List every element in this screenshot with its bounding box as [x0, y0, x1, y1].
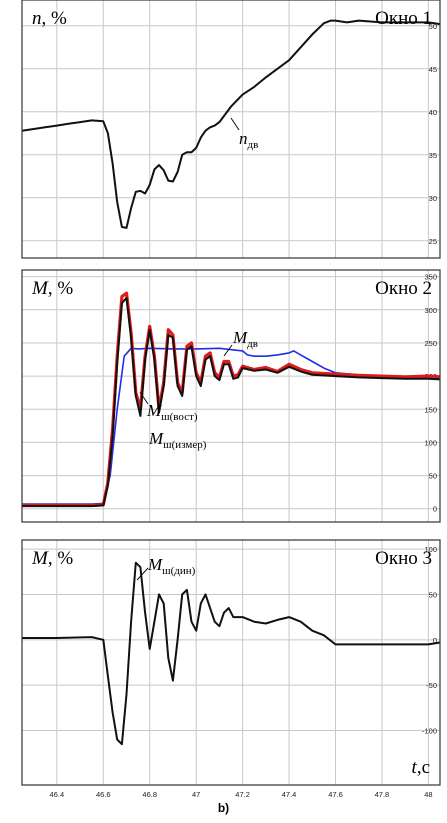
y-label-window-1: n, % [32, 8, 67, 29]
y-label-symbol: n [32, 8, 42, 29]
annotation-leader-m-sh-vost [139, 391, 149, 405]
y-label-window-2: M, % [31, 278, 73, 299]
series-line-1 [22, 561, 441, 746]
y-tick-label: 45 [429, 65, 437, 74]
x-tick-label: 46.8 [142, 790, 157, 799]
y-tick-label: -50 [426, 681, 437, 690]
x-tick-label: 47.6 [328, 790, 343, 799]
y-tick-label: -100 [422, 727, 437, 736]
x-tick-label: 47 [192, 790, 200, 799]
window-label-3: Окно 3 [375, 548, 432, 569]
y-tick-label: 100 [424, 545, 437, 554]
annotation-m-sh-din: Mш(дин) [147, 555, 196, 577]
frame-window-2 [21, 269, 441, 523]
x-tick-label: 48 [424, 790, 432, 799]
figure-caption: b) [217, 801, 230, 815]
x-tick-label: 47.4 [282, 790, 297, 799]
x-axis-label: t,c [412, 757, 430, 778]
annotation-leader-m-dv [223, 344, 233, 357]
window-label-2: Окно 2 [375, 278, 432, 299]
grid-window-2 [22, 270, 440, 522]
annotation-leader-n-dv [230, 117, 240, 131]
frame-window-1 [21, 0, 441, 259]
y-tick-label: 350 [424, 273, 437, 282]
y-tick-label: 250 [424, 339, 437, 348]
series-line-1 [21, 19, 441, 229]
y-tick-label: 0 [433, 505, 437, 514]
annotation-m-sh-izmer: Mш(измер) [148, 429, 207, 451]
annotation-m-sh-vost: Mш(вост) [146, 401, 198, 423]
x-tick-label: 46.4 [50, 790, 65, 799]
y-tick-label: 300 [424, 306, 437, 315]
y-ticks-window-1: 25 30 35 40 45 50 [429, 22, 437, 246]
y-tick-label: 0 [433, 636, 437, 645]
panel-window-3: -100 -50 0 50 100 46.4 46.6 46.8 47 47.2 47.4 47.6… [21, 539, 441, 799]
annotation-n-dv: nдв [239, 129, 258, 151]
y-ticks-window-3: -100 -50 0 50 100 [422, 545, 437, 735]
panel-window-1: 25 30 35 40 45 50 Окно 1 n, % nдв [21, 0, 441, 259]
series-line-3 [22, 296, 441, 508]
annotation-m-dv: Mдв [232, 328, 258, 350]
x-ticks: 46.4 46.6 46.8 47 47.2 47.4 47.6 47.8 48 [50, 790, 433, 799]
y-label-window-3: M, % [31, 548, 73, 569]
window-label-1: Окно 1 [375, 8, 432, 29]
y-tick-label: 40 [429, 108, 437, 117]
grid-window-1 [22, 0, 440, 258]
y-tick-label: 25 [429, 237, 437, 246]
y-tick-label: 30 [429, 194, 437, 203]
series-window-2 [22, 291, 441, 508]
grid-window-3 [22, 540, 440, 785]
y-tick-label: 50 [429, 22, 437, 31]
series-window-1 [21, 19, 441, 229]
x-tick-label: 47.8 [375, 790, 390, 799]
y-tick-label: 100 [424, 438, 437, 447]
x-tick-label: 46.6 [96, 790, 111, 799]
y-tick-label: 50 [429, 590, 437, 599]
annotation-leader-m-sh-din [136, 567, 149, 581]
series-window-3 [22, 561, 441, 746]
series-line-2 [22, 291, 441, 507]
y-label-unit: , % [42, 8, 68, 29]
frame-window-3 [21, 539, 441, 786]
y-tick-label: 50 [429, 472, 437, 481]
y-tick-label: 35 [429, 151, 437, 160]
y-tick-label: 150 [424, 405, 437, 414]
x-tick-label: 47.2 [235, 790, 250, 799]
